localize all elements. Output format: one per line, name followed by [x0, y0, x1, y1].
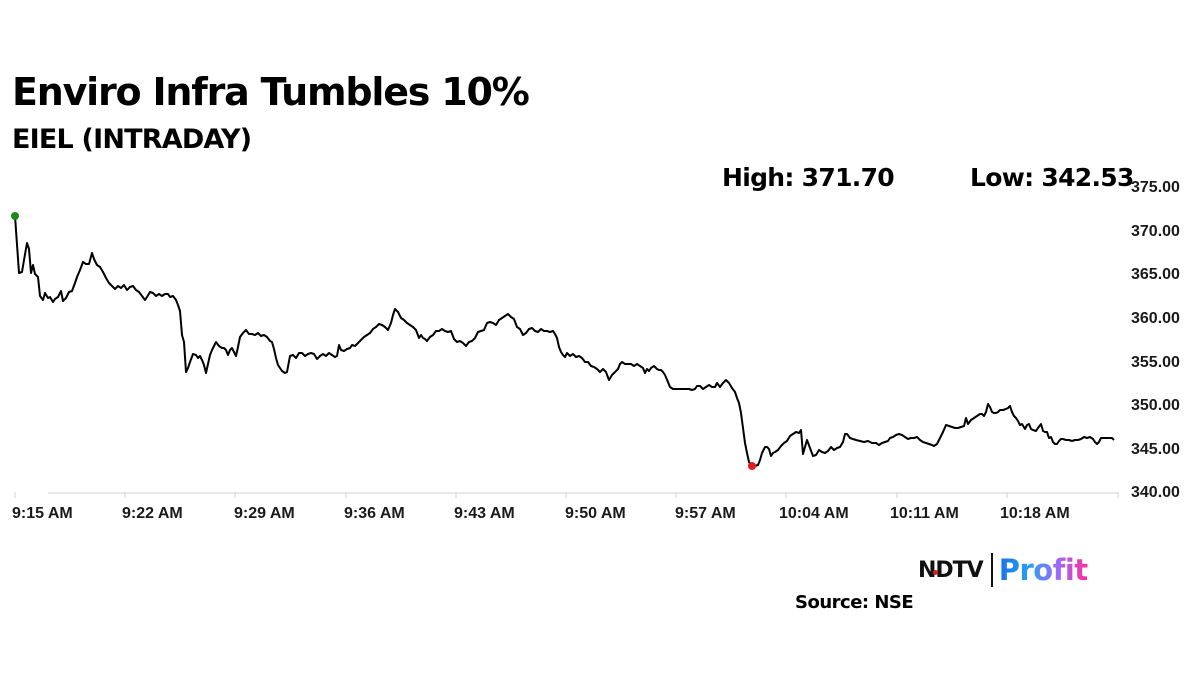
y-tick-label: 360.00	[1131, 310, 1180, 327]
ndtv-wordmark: NDTV	[918, 557, 984, 583]
x-tick-label: 9:36 AM	[344, 505, 405, 522]
x-tick-label: 10:18 AM	[1000, 505, 1070, 522]
y-tick-label: 340.00	[1131, 484, 1180, 501]
y-tick-label: 365.00	[1131, 266, 1180, 283]
y-tick-label: 370.00	[1131, 223, 1180, 240]
logo-divider	[990, 553, 993, 587]
source-note: Source: NSE	[795, 592, 914, 613]
y-tick-label: 375.00	[1131, 179, 1180, 196]
high-value-label: High: 371.70	[722, 163, 895, 192]
x-tick-label: 9:22 AM	[122, 505, 183, 522]
profit-wordmark: Profit	[998, 553, 1088, 587]
y-tick-label: 355.00	[1131, 354, 1180, 371]
y-tick-label: 350.00	[1131, 397, 1180, 414]
x-tick-label: 10:11 AM	[890, 505, 959, 522]
x-tick-label: 9:15 AM	[12, 505, 73, 522]
x-tick-label: 9:43 AM	[454, 505, 515, 522]
ndtv-profit-logo: NDTV Profit	[918, 552, 1088, 588]
chart-title: Enviro Infra Tumbles 10%	[12, 70, 530, 114]
low-marker	[748, 462, 756, 470]
x-axis-tick-marks	[14, 492, 1119, 498]
ndtv-red-dot-icon	[933, 569, 938, 575]
x-tick-label: 9:50 AM	[565, 505, 626, 522]
x-tick-label: 9:29 AM	[234, 505, 295, 522]
y-tick-label: 345.00	[1131, 441, 1180, 458]
x-tick-label: 10:04 AM	[779, 505, 849, 522]
chart-subtitle: EIEL (INTRADAY)	[12, 124, 252, 155]
low-value-label: Low: 342.53	[970, 163, 1134, 192]
x-tick-label: 9:57 AM	[675, 505, 736, 522]
price-line	[14, 215, 1115, 467]
high-marker	[11, 212, 19, 220]
